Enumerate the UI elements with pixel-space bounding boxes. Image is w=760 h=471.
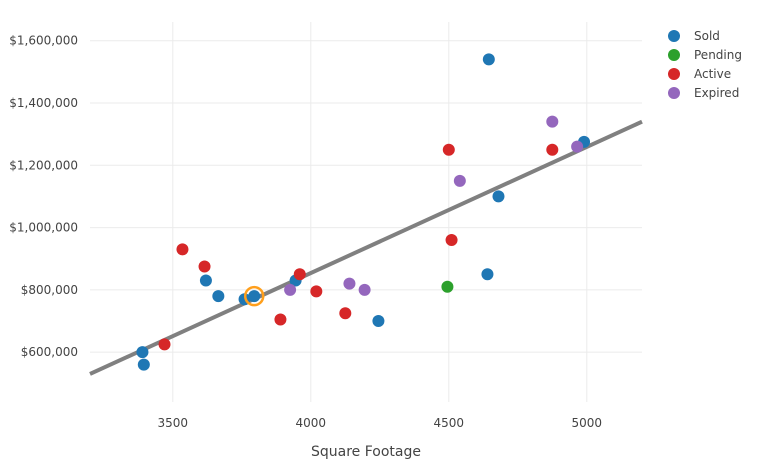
x-tick-label: 4500	[434, 416, 465, 430]
data-point	[343, 277, 356, 290]
legend-marker	[668, 30, 680, 42]
highlight-ring	[243, 285, 265, 307]
x-axis-ticks: 3500 4000 4500 5000	[158, 416, 603, 430]
data-point	[453, 174, 466, 187]
data-point	[248, 290, 261, 303]
x-tick-label: 3500	[158, 416, 189, 430]
data-point	[284, 283, 297, 296]
legend-item-sold: Sold	[668, 29, 720, 43]
legend-item-pending: Pending	[668, 48, 742, 62]
data-point	[293, 268, 306, 281]
legend-item-active: Active	[668, 67, 731, 81]
x-axis-title: Square Footage	[311, 444, 421, 460]
data-point	[441, 280, 454, 293]
data-point	[137, 358, 150, 371]
y-tick-label: $1,200,000	[9, 158, 78, 172]
data-point	[546, 115, 559, 128]
data-point	[198, 260, 211, 273]
data-point	[212, 290, 225, 303]
y-tick-label: $1,400,000	[9, 96, 78, 110]
data-point	[372, 315, 385, 328]
legend-label: Active	[694, 67, 731, 81]
series-expired	[284, 115, 584, 296]
data-point	[481, 268, 494, 281]
y-tick-label: $800,000	[21, 283, 78, 297]
y-axis-ticks: $600,000 $800,000 $1,000,000 $1,200,000 $1,4…	[9, 34, 78, 359]
y-tick-label: $1,600,000	[9, 34, 78, 48]
x-tick-label: 5000	[572, 416, 603, 430]
series-pending	[441, 280, 454, 293]
data-point	[358, 283, 371, 296]
data-point	[199, 274, 212, 287]
legend-marker	[668, 49, 680, 61]
data-point	[176, 243, 189, 256]
data-point	[274, 313, 287, 326]
data-point	[445, 234, 458, 247]
y-tick-label: $600,000	[21, 345, 78, 359]
legend-label: Pending	[694, 48, 742, 62]
legend-label: Sold	[694, 29, 720, 43]
data-point	[482, 53, 495, 66]
y-tick-label: $1,000,000	[9, 221, 78, 235]
data-point	[571, 140, 584, 153]
data-point	[546, 143, 559, 156]
legend-marker	[668, 87, 680, 99]
trendline	[89, 119, 643, 376]
data-point	[136, 346, 149, 359]
x-tick-label: 4000	[296, 416, 327, 430]
legend-marker	[668, 68, 680, 80]
data-point	[310, 285, 323, 298]
legend: Sold Pending Active Expired	[668, 29, 742, 100]
data-point	[158, 338, 171, 351]
data-point	[442, 143, 455, 156]
legend-item-expired: Expired	[668, 86, 739, 100]
data-point	[339, 307, 352, 320]
plot-area	[89, 53, 643, 376]
grid	[90, 22, 642, 402]
data-point	[492, 190, 505, 203]
legend-label: Expired	[694, 86, 739, 100]
series-active	[158, 143, 559, 351]
